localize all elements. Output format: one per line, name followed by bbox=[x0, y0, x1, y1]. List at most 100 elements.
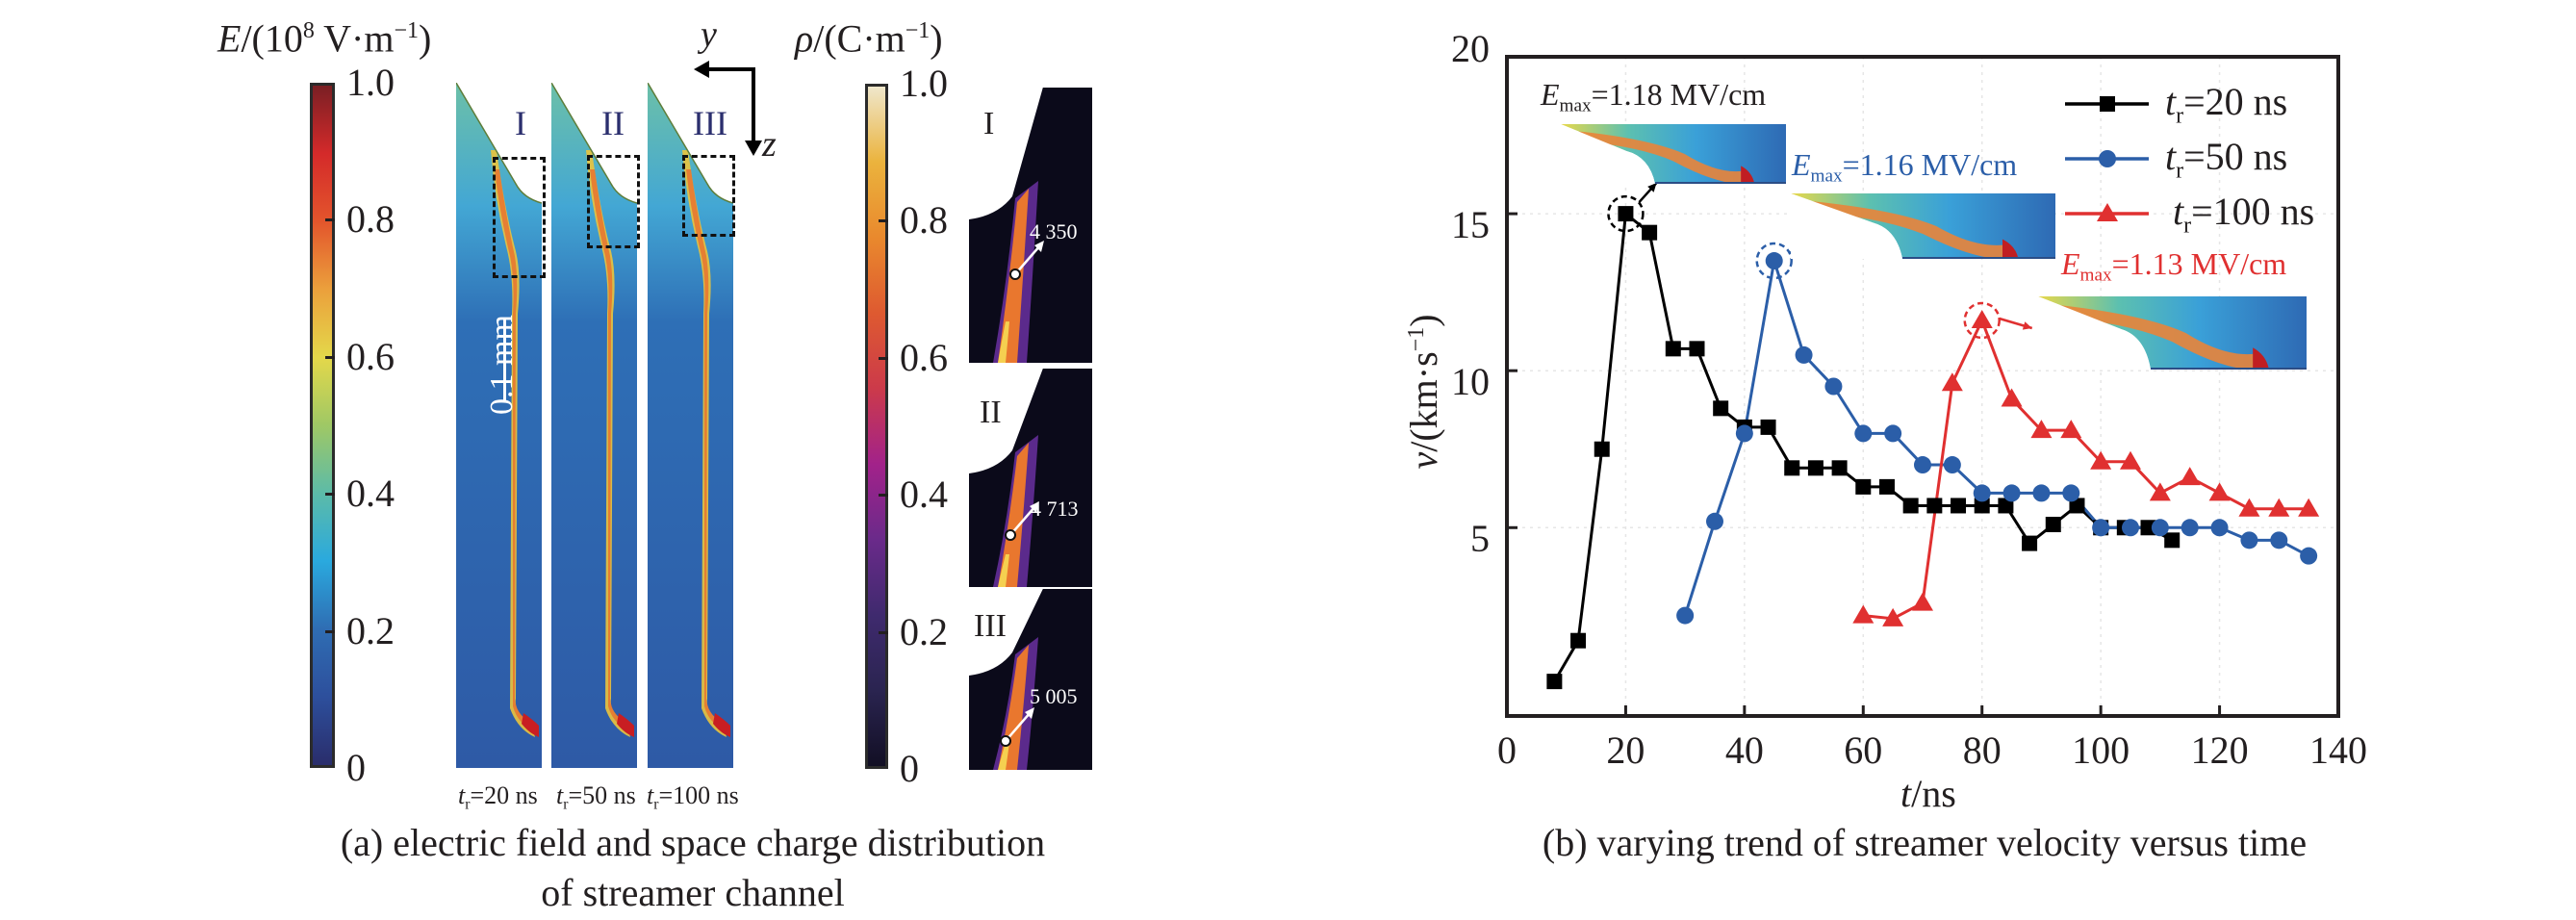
emax-label-100ns: Emax=1.13 MV/cm bbox=[2061, 248, 2286, 285]
zoom-region-box-2 bbox=[587, 155, 640, 248]
inset-probe-point bbox=[1005, 529, 1016, 541]
tr-var: t bbox=[556, 781, 564, 809]
data-point-square bbox=[1831, 460, 1848, 476]
inset-arrowhead-icon bbox=[1030, 501, 1039, 513]
data-point-square bbox=[1618, 206, 1634, 222]
tr-value: =100 ns bbox=[658, 781, 739, 809]
inset-pointer-arrow bbox=[1005, 711, 1032, 742]
data-point-triangle bbox=[2238, 498, 2260, 517]
scale-bar bbox=[503, 318, 506, 400]
data-point-triangle bbox=[1852, 604, 1875, 624]
legend-var: t bbox=[2165, 80, 2177, 123]
caption-a-line2: of streamer channel bbox=[541, 871, 845, 914]
data-point-circle bbox=[1706, 512, 1723, 530]
data-point-square bbox=[2022, 535, 2038, 551]
colorbar-tick-label: 1.0 bbox=[900, 62, 948, 105]
rho-title-rest: /(C·m bbox=[813, 16, 905, 61]
peak-highlight-circle bbox=[1755, 242, 1793, 280]
colorbar-tick-label: 0.6 bbox=[900, 335, 948, 379]
electrode-cutout bbox=[456, 83, 542, 203]
tr-value: =20 ns bbox=[470, 781, 538, 809]
colorbar-tick-label: 0.4 bbox=[346, 472, 395, 516]
field-panel-2 bbox=[551, 83, 637, 768]
inset-streamer-head bbox=[1741, 166, 1755, 184]
plot-frame bbox=[1505, 55, 2340, 718]
data-point-square bbox=[1902, 498, 1919, 514]
colorbar-tick-label: 0 bbox=[900, 747, 919, 790]
legend-label-100ns: tr=100 ns bbox=[2173, 192, 2314, 238]
streamer-core bbox=[495, 169, 533, 729]
legend-var: t bbox=[2165, 135, 2177, 178]
caption-a-line1: (a) electric field and space charge dist… bbox=[340, 821, 1046, 864]
field-region bbox=[551, 83, 637, 768]
y-axis-label: y bbox=[701, 14, 717, 55]
data-point-circle bbox=[1676, 606, 1695, 625]
data-point-square bbox=[1998, 498, 2014, 514]
data-point-square bbox=[1807, 460, 1824, 476]
inset-value-2: 4 713 bbox=[1031, 497, 1079, 521]
data-point-circle bbox=[1884, 424, 1902, 443]
field-region bbox=[456, 83, 542, 768]
e-title-rest: /(10 bbox=[241, 16, 303, 61]
legend-lines bbox=[2065, 96, 2149, 221]
inset-charge-tip bbox=[998, 553, 1009, 587]
data-point-circle bbox=[2300, 547, 2318, 565]
data-point-square bbox=[1974, 498, 1990, 514]
data-point-square bbox=[2045, 517, 2061, 533]
inset-streamer bbox=[2059, 305, 2269, 370]
data-point-circle bbox=[1943, 456, 1961, 474]
data-point-square bbox=[1713, 400, 1729, 417]
legend-label-50ns: tr=50 ns bbox=[2165, 135, 2287, 183]
data-point-triangle bbox=[1912, 592, 1933, 611]
data-point-square bbox=[1855, 478, 1872, 495]
field-inset-100ns bbox=[2038, 296, 2307, 370]
streamer-core bbox=[686, 169, 725, 729]
colorbar-tick-label: 1.0 bbox=[346, 61, 395, 104]
field-inset-20ns bbox=[1561, 124, 1786, 184]
colorbar-tick bbox=[879, 494, 888, 498]
x-tick-label: 140 bbox=[2309, 728, 2367, 772]
data-point-square bbox=[1951, 498, 1967, 514]
emax-var: E bbox=[1792, 147, 1811, 182]
x-tick-label: 120 bbox=[2190, 728, 2249, 772]
emax-label-50ns: Emax=1.16 MV/cm bbox=[1792, 149, 2017, 186]
emax-value: =1.13 MV/cm bbox=[2111, 246, 2287, 281]
colorbar-tick bbox=[325, 355, 335, 359]
panel-label-2: II bbox=[601, 104, 625, 142]
data-point-circle bbox=[2032, 484, 2051, 502]
streamer-head bbox=[617, 713, 634, 737]
data-point-triangle bbox=[2030, 420, 2053, 439]
series-line-2 bbox=[1863, 317, 2309, 621]
inset-streamer bbox=[1812, 201, 2019, 259]
series-line-1 bbox=[1683, 260, 2309, 617]
x-title-unit: /ns bbox=[1911, 772, 1956, 815]
e-title-exp: 8 bbox=[302, 18, 315, 43]
data-point-triangle bbox=[2208, 482, 2231, 501]
e-title-unit: V·m bbox=[314, 16, 395, 61]
data-point-circle bbox=[2270, 531, 2288, 549]
zoom-region-box-1 bbox=[493, 157, 546, 278]
rho-title-var: ρ bbox=[795, 16, 814, 61]
colorbar-tick-label: 0.8 bbox=[346, 197, 395, 242]
data-point-square bbox=[1784, 460, 1800, 476]
electrode-cutout bbox=[648, 83, 733, 203]
data-point-square bbox=[1642, 224, 1658, 241]
streamer-head bbox=[522, 713, 539, 737]
legend-marker-circle bbox=[2099, 150, 2116, 167]
data-point-triangle bbox=[2268, 498, 2290, 517]
panel-label-1: I bbox=[515, 104, 526, 142]
e-title-var: E bbox=[217, 16, 242, 61]
x-axis-title: t/ns bbox=[1900, 775, 1956, 813]
data-point-square bbox=[1665, 341, 1681, 357]
inset-probe-point bbox=[1000, 735, 1011, 747]
z-axis-arrow-icon bbox=[745, 67, 762, 156]
inset-label-2: II bbox=[980, 395, 1002, 430]
data-point-triangle bbox=[1971, 310, 1993, 328]
data-point-square bbox=[1570, 632, 1587, 649]
inset-charge-core bbox=[998, 443, 1029, 587]
charge-inset-1 bbox=[969, 88, 1092, 363]
colorbar-tick-label: 0.2 bbox=[346, 608, 395, 652]
e-title-unit-exp: −1 bbox=[394, 18, 420, 43]
emax-var: E bbox=[2061, 246, 2080, 281]
legend-marker-triangle bbox=[2097, 203, 2118, 221]
